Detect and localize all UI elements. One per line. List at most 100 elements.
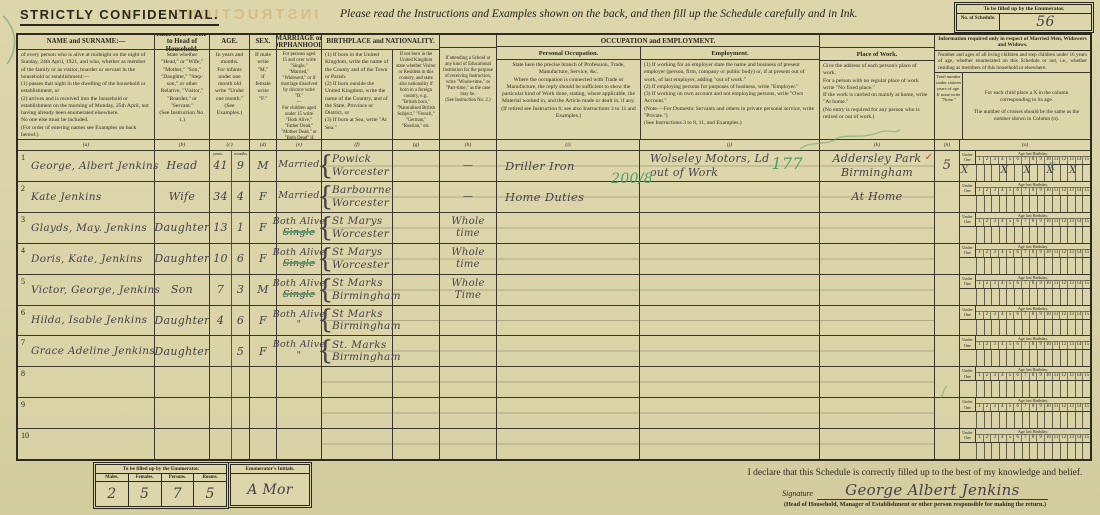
age-grid-cell xyxy=(1021,412,1030,429)
age-grid-number: 12 xyxy=(1059,187,1067,195)
age-grid-number: 15 xyxy=(1082,342,1090,350)
age-grid-number: 10 xyxy=(1044,280,1051,288)
age-grid-number: 9 xyxy=(1036,157,1044,164)
age-grid-number: 8 xyxy=(1028,218,1037,226)
column-letter: (b) xyxy=(155,140,210,150)
age-grid-cell xyxy=(1013,165,1022,181)
sex-column-desc: If male write "M," if female write "F." xyxy=(255,52,271,102)
col-header-birthplace-group: BIRTHPLACE and NATIONALITY. (1) If born … xyxy=(322,35,440,139)
females-header: Females. xyxy=(129,474,162,481)
age-grid-number: 3 xyxy=(990,342,998,350)
relationship-entry: Head xyxy=(166,159,198,173)
rooms-header: Rooms. xyxy=(202,475,218,480)
schedule-number-label: No. of Schedule. xyxy=(957,14,1000,31)
age-column-desc: In years and months. For infants under o… xyxy=(214,52,245,117)
age-grid-number: 5 xyxy=(1005,435,1014,443)
census-table: NAME and SURNAME:— of every person who i… xyxy=(16,33,1092,461)
age-cross-mark: X xyxy=(1023,165,1031,176)
age-grid-cell xyxy=(991,350,999,367)
age-grid-cell xyxy=(1036,195,1045,212)
column-letter: (j) xyxy=(640,140,820,150)
age-grid-cell xyxy=(1036,412,1045,429)
age-grid-cell xyxy=(1044,257,1052,274)
age-grid-cell xyxy=(1006,226,1014,243)
age-grid-cell xyxy=(976,288,984,305)
nationality-entry xyxy=(393,151,440,181)
age-last-birthday-label: Age last Birthday. xyxy=(1017,243,1049,249)
age-grid-cell xyxy=(1059,195,1068,212)
age-grid-cell xyxy=(998,195,1007,212)
age-last-birthday-label: Age last Birthday. xyxy=(1017,274,1049,280)
age-grid-number: 2 xyxy=(982,404,991,412)
age-grid-cell xyxy=(976,412,984,429)
age-grid-number: 15 xyxy=(1082,187,1090,195)
age-grid-number: 8 xyxy=(1028,249,1037,257)
age-grid-cell xyxy=(1013,319,1022,336)
age-grid-number: 12 xyxy=(1059,157,1067,164)
under-one-label: Under One xyxy=(960,305,976,319)
name-entry: George, Albert Jenkins xyxy=(31,159,159,172)
col-header-sex: SEX. If male write "M," if female write … xyxy=(250,35,277,139)
age-last-birthday-label: Age last Birthday. xyxy=(1017,181,1049,187)
place-of-work-desc: Give the address of each person's place … xyxy=(823,63,928,120)
column-letter: (i) xyxy=(497,140,640,150)
age-grid-cell xyxy=(1067,257,1075,274)
name-entry: Victor, George, Jenkins xyxy=(31,283,161,296)
age-grid-number: 15 xyxy=(1082,280,1090,288)
age-grid-cell xyxy=(1021,381,1030,398)
age-grid-cell xyxy=(1044,288,1052,305)
age-grid-cell xyxy=(983,350,992,367)
age-grid-number: 3 xyxy=(990,435,998,443)
children-age-grid: Under One Age last Birthday. 1 2 3 4 5 6 7 8 9 10 11… xyxy=(960,429,1090,460)
age-grid-number: 15 xyxy=(1082,311,1090,319)
age-grid-number: 6 xyxy=(1013,342,1021,350)
age-grid-cell xyxy=(960,289,976,305)
age-grid-cell xyxy=(1051,226,1060,243)
age-grid-cell xyxy=(976,226,984,243)
age-grid-cell xyxy=(983,443,992,460)
column-letter: (k) xyxy=(820,140,935,150)
age-grid-cell xyxy=(1036,226,1045,243)
age-grid-number: 1 xyxy=(978,404,981,410)
age-grid-number: 5 xyxy=(1005,249,1014,257)
age-grid-number: 5 xyxy=(1005,373,1014,381)
age-grid-number: 7 xyxy=(1021,373,1029,381)
schedule-number-box: To be filled up by the Enumerator. No. o… xyxy=(956,4,1092,31)
age-grid-cell xyxy=(998,257,1007,274)
age-grid-cell xyxy=(1013,195,1022,212)
col-header-children-info: Information required only in respect of … xyxy=(935,35,1090,139)
age-grid-cell xyxy=(1067,381,1075,398)
occupation-entry: Driller Iron xyxy=(505,158,575,173)
age-grid-number: 3 xyxy=(990,280,998,288)
age-grid-cell xyxy=(976,350,984,367)
age-grid-cell xyxy=(1044,381,1052,398)
age-grid-cell xyxy=(1059,412,1068,429)
age-grid-cell xyxy=(1044,226,1052,243)
age-grid-cell xyxy=(1051,288,1060,305)
age-grid-number: 3 xyxy=(990,404,998,412)
column-letter: (f) xyxy=(322,140,393,150)
age-grid-cell xyxy=(960,196,976,212)
enumerator-initials-label: Enumerator's Initials. xyxy=(231,465,309,474)
age-grid-number: 2 xyxy=(982,342,991,350)
row-number: 4 xyxy=(21,245,25,255)
age-grid-number: 7 xyxy=(1021,280,1029,288)
age-grid-number: 11 xyxy=(1051,373,1060,381)
age-grid-cell xyxy=(1013,257,1022,274)
age-grid-number: 8 xyxy=(1028,280,1037,288)
age-grid-number: 13 xyxy=(1067,311,1074,319)
name-column-desc: of every person who is alive at midnight… xyxy=(21,52,149,138)
age-grid-number: 10 xyxy=(1044,311,1051,319)
age-grid-cell xyxy=(1059,443,1068,460)
age-grid-cell xyxy=(1036,288,1045,305)
age-grid-number: 2 xyxy=(982,373,991,381)
age-grid-cell xyxy=(1013,412,1022,429)
age-grid-cell xyxy=(998,443,1007,460)
age-grid-number: 3 xyxy=(990,157,998,164)
under-one-label: Under One xyxy=(960,243,976,257)
age-grid-cell xyxy=(1044,350,1052,367)
age-grid-cell xyxy=(1021,319,1030,336)
age-grid-number: 3 xyxy=(990,373,998,381)
age-grid-number: 2 xyxy=(982,157,991,164)
